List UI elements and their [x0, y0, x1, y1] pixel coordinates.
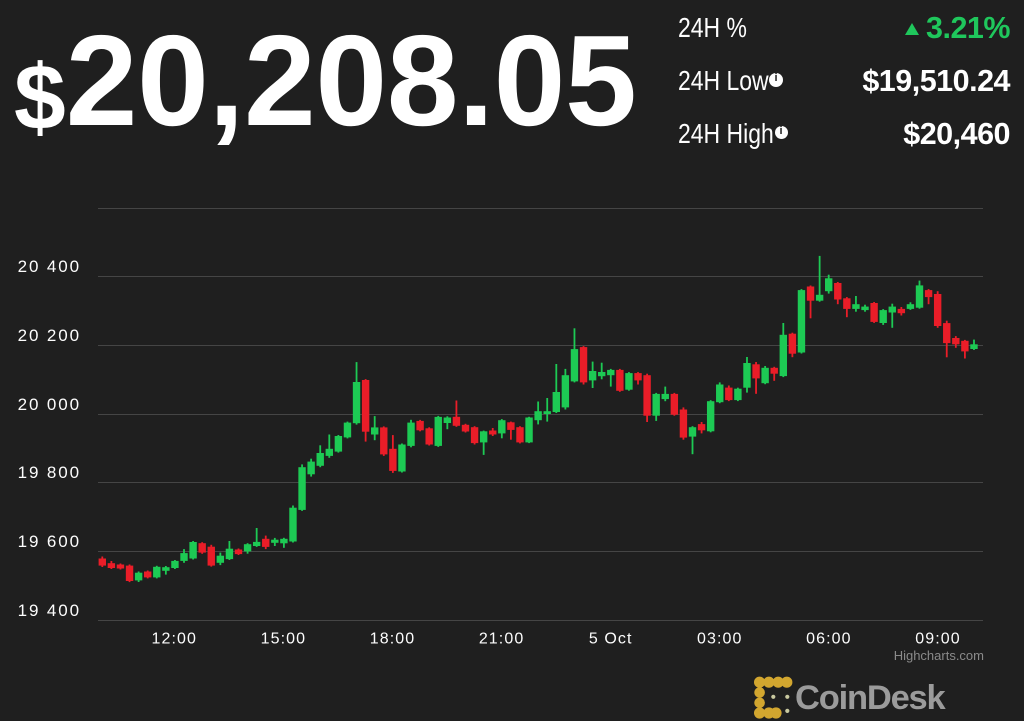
- svg-text:15:00: 15:00: [261, 631, 307, 648]
- svg-text:20 000: 20 000: [18, 395, 81, 414]
- svg-text:19 600: 19 600: [18, 532, 81, 551]
- svg-text:5 Oct: 5 Oct: [589, 631, 633, 648]
- svg-text:18:00: 18:00: [370, 631, 416, 648]
- svg-text:20 200: 20 200: [18, 326, 81, 345]
- svg-text:12:00: 12:00: [152, 631, 198, 648]
- svg-text:03:00: 03:00: [697, 631, 743, 648]
- svg-text:20 400: 20 400: [18, 257, 81, 276]
- svg-text:06:00: 06:00: [806, 631, 852, 648]
- svg-text:19 800: 19 800: [18, 463, 81, 482]
- svg-text:19 400: 19 400: [18, 601, 81, 620]
- svg-text:09:00: 09:00: [915, 631, 961, 648]
- svg-text:21:00: 21:00: [479, 631, 525, 648]
